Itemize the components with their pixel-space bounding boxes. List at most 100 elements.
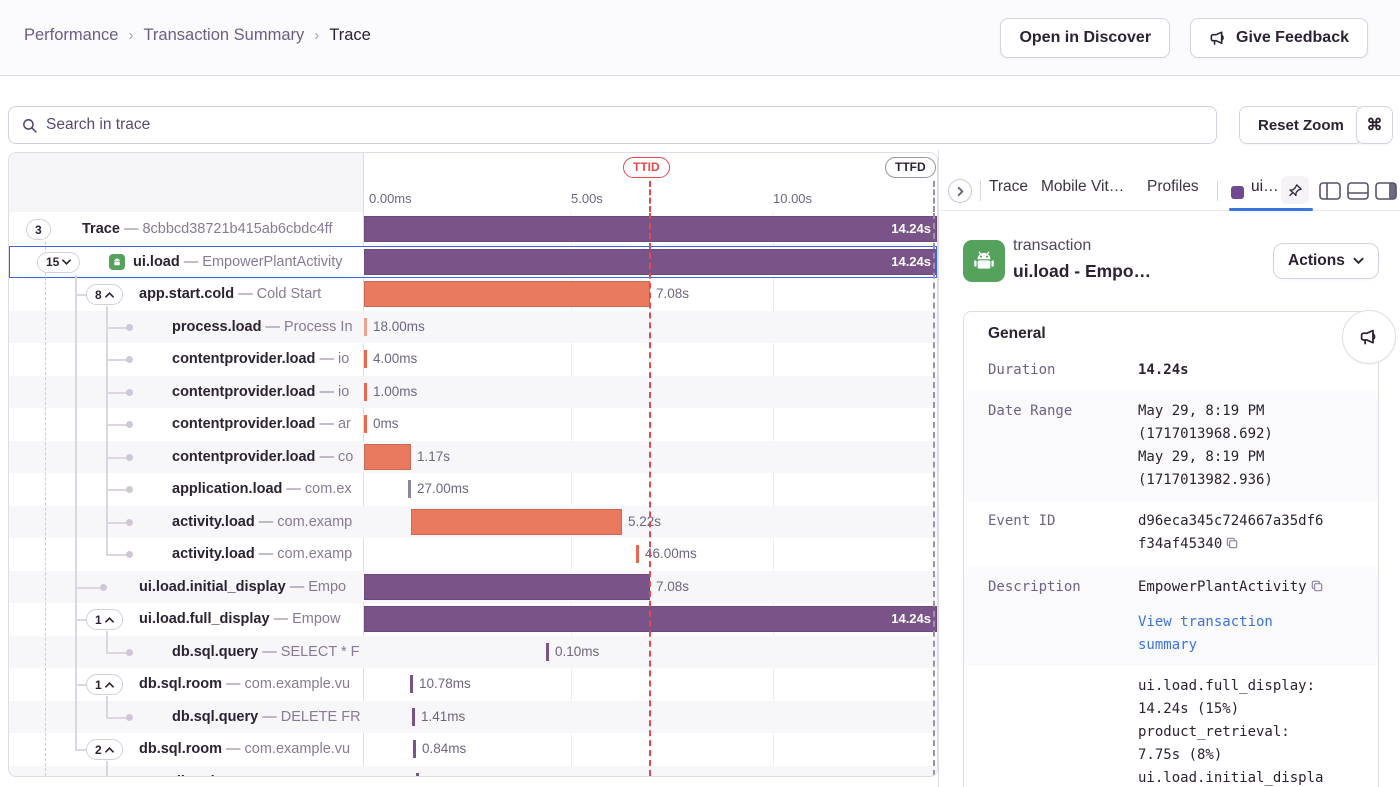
span-tree-cell[interactable]: application.load — com.ex	[9, 473, 363, 506]
span-duration-tick[interactable]	[408, 480, 411, 498]
span-bar-cell[interactable]: 0.84ms	[364, 733, 937, 766]
copy-icon[interactable]	[1225, 535, 1239, 558]
reset-zoom-button[interactable]: Reset Zoom	[1239, 106, 1363, 144]
view-transaction-summary-link[interactable]: View transaction summary	[1138, 614, 1273, 653]
span-bar-cell[interactable]: 10.78ms	[364, 668, 937, 701]
megaphone-icon	[1359, 327, 1380, 348]
span-count-pill[interactable]: 3	[26, 219, 51, 240]
collapse-panel-button[interactable]	[948, 179, 972, 203]
breadcrumb: Performance › Transaction Summary › Trac…	[24, 26, 371, 45]
search-bar[interactable]	[8, 106, 1217, 144]
span-tree-cell[interactable]: contentprovider.load — co	[9, 441, 363, 474]
span-row-ui.load[interactable]: 15 ui.load — EmpowerPlantActivity 14.24s	[9, 245, 937, 279]
span-duration-tick[interactable]	[410, 675, 413, 693]
span-count-pill[interactable]: 1	[86, 674, 123, 695]
span-duration-tick[interactable]	[364, 317, 367, 336]
span-bar-cell[interactable]: 5.22s	[364, 506, 937, 539]
span-duration-tick[interactable]	[413, 740, 416, 758]
span-tree-cell[interactable]: process.load — Process In	[9, 311, 363, 344]
span-row-db.sql.query[interactable]: db.sql.query — SELECT * F 0.10ms	[9, 635, 937, 669]
span-row-Trace[interactable]: 3 Trace — 8cbbcd38721b415ab6cbdc4ff 14.24s	[9, 213, 937, 246]
span-row-process.load[interactable]: process.load — Process In 18.00ms	[9, 310, 937, 344]
span-tree-cell[interactable]: db.sql.query — INSERT OR	[9, 766, 363, 777]
span-row-db.sql.query[interactable]: db.sql.query — INSERT OR 0.78ms	[9, 765, 937, 777]
span-row-ui.load.full_display[interactable]: 1 ui.load.full_display — Empow 14.24s	[9, 603, 937, 636]
span-duration-tick[interactable]	[364, 350, 367, 368]
span-tree-cell[interactable]: 1 ui.load.full_display — Empow	[9, 603, 363, 636]
span-bar-cell[interactable]: 0.78ms	[364, 766, 937, 776]
span-row-db.sql.query[interactable]: db.sql.query — DELETE FR 1.41ms	[9, 700, 937, 734]
span-tree-cell[interactable]: db.sql.query — DELETE FR	[9, 701, 363, 734]
span-count-pill[interactable]: 2	[86, 739, 123, 760]
span-row-app.start.cold[interactable]: 8 app.start.cold — Cold Start 7.08s	[9, 278, 937, 311]
span-tree-cell[interactable]: 2 db.sql.room — com.example.vu	[9, 733, 363, 766]
span-label: db.sql.query — SELECT * F	[172, 643, 360, 660]
span-bar-cell[interactable]: 1.00ms	[364, 376, 937, 409]
span-count-pill[interactable]: 8	[86, 284, 123, 305]
span-count-pill[interactable]: 1	[86, 609, 123, 630]
layout-bottom-icon[interactable]	[1347, 182, 1369, 200]
span-bar-cell[interactable]: 0.10ms	[364, 636, 937, 669]
span-row-contentprovider.load[interactable]: contentprovider.load — ar 0ms	[9, 408, 937, 441]
tab-trace[interactable]: Trace	[989, 178, 1029, 195]
span-row-contentprovider.load[interactable]: contentprovider.load — co 1.17s	[9, 440, 937, 474]
span-duration-tick[interactable]	[636, 545, 639, 563]
layout-right-icon[interactable]	[1375, 182, 1397, 200]
span-row-contentprovider.load[interactable]: contentprovider.load — io 1.00ms	[9, 375, 937, 409]
ttfd-line	[933, 213, 935, 776]
span-duration-tick[interactable]	[364, 415, 367, 433]
tab-profiles[interactable]: Profiles	[1147, 178, 1199, 195]
span-tree-cell[interactable]: activity.load — com.examp	[9, 538, 363, 571]
span-bar-cell[interactable]: 18.00ms	[364, 311, 937, 344]
span-bar-cell[interactable]: 46.00ms	[364, 538, 937, 571]
span-duration-bar[interactable]	[364, 281, 650, 307]
span-duration-tick[interactable]	[546, 642, 549, 661]
span-bar-cell[interactable]: 7.08s	[364, 278, 937, 311]
span-tree-cell[interactable]: 15 ui.load — EmpowerPlantActivity	[9, 246, 363, 279]
span-tree-cell[interactable]: 8 app.start.cold — Cold Start	[9, 278, 363, 311]
breadcrumb-transaction-summary[interactable]: Transaction Summary	[143, 26, 305, 44]
actions-button[interactable]: Actions	[1273, 243, 1379, 279]
span-row-contentprovider.load[interactable]: contentprovider.load — io 4.00ms	[9, 343, 937, 376]
span-count-pill[interactable]: 15	[37, 251, 81, 273]
command-shortcut-button[interactable]: ⌘	[1356, 106, 1393, 144]
span-bar-cell[interactable]: 4.00ms	[364, 343, 937, 376]
axis-tick-label: 5.00s	[571, 191, 603, 206]
tab-ui-load-active[interactable]: ui…	[1251, 178, 1279, 195]
give-feedback-button[interactable]: Give Feedback	[1190, 18, 1368, 58]
span-bar-cell[interactable]: 27.00ms	[364, 473, 937, 506]
span-duration-bar[interactable]	[364, 443, 411, 470]
span-tree-cell[interactable]: activity.load — com.examp	[9, 506, 363, 539]
span-tree-cell[interactable]: ui.load.initial_display — Empo	[9, 571, 363, 604]
span-bar-cell[interactable]: 0ms	[364, 408, 937, 441]
span-row-application.load[interactable]: application.load — com.ex 27.00ms	[9, 473, 937, 506]
span-row-ui.load.initial_display[interactable]: ui.load.initial_display — Empo 7.08s	[9, 570, 937, 604]
span-row-db.sql.room[interactable]: 1 db.sql.room — com.example.vu 10.78ms	[9, 668, 937, 701]
span-label: ui.load — EmpowerPlantActivity	[133, 253, 343, 270]
breadcrumb-performance[interactable]: Performance	[24, 26, 119, 44]
span-tree-cell[interactable]: 3 Trace — 8cbbcd38721b415ab6cbdc4ff	[9, 213, 363, 246]
span-duration-bar[interactable]	[364, 573, 650, 600]
span-duration-tick[interactable]	[416, 772, 419, 776]
feedback-fab-button[interactable]	[1342, 310, 1396, 364]
pin-tab-button[interactable]	[1281, 176, 1309, 204]
span-bar-cell[interactable]: 1.17s	[364, 441, 937, 474]
span-bar-cell[interactable]: 7.08s	[364, 571, 937, 604]
span-tree-cell[interactable]: db.sql.query — SELECT * F	[9, 636, 363, 669]
span-row-activity.load[interactable]: activity.load — com.examp 5.22s	[9, 505, 937, 539]
span-tree-cell[interactable]: contentprovider.load — io	[9, 376, 363, 409]
search-input[interactable]	[46, 116, 1204, 134]
span-duration-tick[interactable]	[364, 382, 367, 401]
layout-left-icon[interactable]	[1319, 182, 1341, 200]
span-row-activity.load[interactable]: activity.load — com.examp 46.00ms	[9, 538, 937, 571]
span-bar-cell[interactable]: 1.41ms	[364, 701, 937, 734]
copy-icon[interactable]	[1310, 578, 1324, 601]
open-in-discover-button[interactable]: Open in Discover	[1000, 18, 1171, 58]
span-tree-cell[interactable]: contentprovider.load — ar	[9, 408, 363, 441]
span-row-db.sql.room[interactable]: 2 db.sql.room — com.example.vu 0.84ms	[9, 733, 937, 766]
tab-mobile-vitals[interactable]: Mobile Vit…	[1041, 178, 1125, 195]
span-duration-tick[interactable]	[412, 707, 415, 726]
span-duration-bar[interactable]	[411, 508, 622, 535]
span-tree-cell[interactable]: 1 db.sql.room — com.example.vu	[9, 668, 363, 701]
span-tree-cell[interactable]: contentprovider.load — io	[9, 343, 363, 376]
